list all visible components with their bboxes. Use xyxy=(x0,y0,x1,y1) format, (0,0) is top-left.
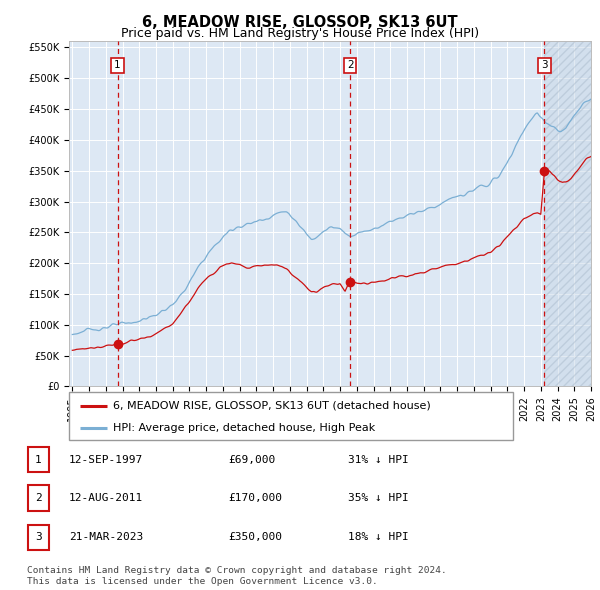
Text: HPI: Average price, detached house, High Peak: HPI: Average price, detached house, High… xyxy=(113,423,376,432)
Text: 18% ↓ HPI: 18% ↓ HPI xyxy=(348,533,409,542)
Bar xyxy=(544,41,600,386)
Text: 3: 3 xyxy=(541,60,548,70)
Text: 35% ↓ HPI: 35% ↓ HPI xyxy=(348,493,409,503)
Bar xyxy=(544,41,600,386)
FancyBboxPatch shape xyxy=(28,447,49,473)
Text: 21-MAR-2023: 21-MAR-2023 xyxy=(69,533,143,542)
Text: £170,000: £170,000 xyxy=(228,493,282,503)
Text: £350,000: £350,000 xyxy=(228,533,282,542)
Text: 12-SEP-1997: 12-SEP-1997 xyxy=(69,455,143,464)
Text: £69,000: £69,000 xyxy=(228,455,275,464)
Text: 1: 1 xyxy=(114,60,121,70)
FancyBboxPatch shape xyxy=(28,485,49,511)
Text: Price paid vs. HM Land Registry's House Price Index (HPI): Price paid vs. HM Land Registry's House … xyxy=(121,27,479,40)
FancyBboxPatch shape xyxy=(69,392,513,440)
Text: 1: 1 xyxy=(35,455,42,464)
Text: 3: 3 xyxy=(35,533,42,542)
Text: 2: 2 xyxy=(35,493,42,503)
Text: 6, MEADOW RISE, GLOSSOP, SK13 6UT (detached house): 6, MEADOW RISE, GLOSSOP, SK13 6UT (detac… xyxy=(113,401,431,411)
Text: 12-AUG-2011: 12-AUG-2011 xyxy=(69,493,143,503)
Text: Contains HM Land Registry data © Crown copyright and database right 2024.
This d: Contains HM Land Registry data © Crown c… xyxy=(27,566,447,586)
FancyBboxPatch shape xyxy=(28,525,49,550)
Text: 2: 2 xyxy=(347,60,353,70)
Text: 6, MEADOW RISE, GLOSSOP, SK13 6UT: 6, MEADOW RISE, GLOSSOP, SK13 6UT xyxy=(142,15,458,30)
Text: 31% ↓ HPI: 31% ↓ HPI xyxy=(348,455,409,464)
